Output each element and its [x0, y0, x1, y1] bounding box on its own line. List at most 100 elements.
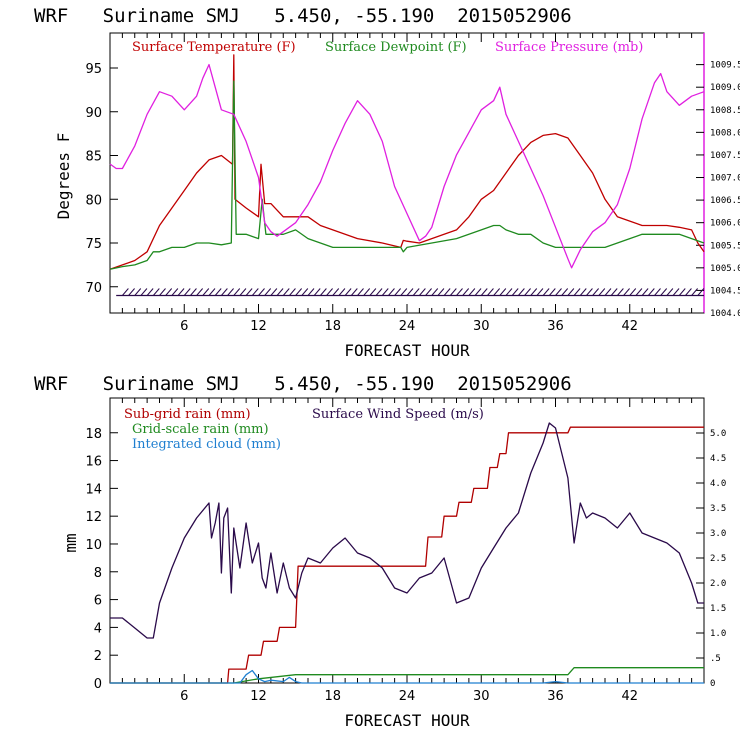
- wind-barb: [357, 288, 364, 296]
- c2-y2-tick-label: 4.0: [710, 479, 726, 489]
- wind-barb: [666, 288, 674, 296]
- c1-y2-tick-label: 1004.0: [710, 309, 740, 319]
- c1-series-surface-pressure-mb: [109, 63, 705, 269]
- wind-barb: [579, 288, 587, 296]
- chart1-title: WRF Suriname SMJ 5.450, -55.190 20150529…: [34, 5, 572, 27]
- c2-x-tick-label: 36: [547, 689, 564, 704]
- wind-barb: [134, 288, 142, 296]
- wind-barb: [140, 288, 148, 296]
- wind-barb: [289, 288, 296, 296]
- chart1-x-axis-label: FORECAST HOUR: [344, 341, 470, 360]
- c1-x-tick-label: 24: [399, 319, 416, 334]
- wind-barb: [326, 288, 333, 296]
- c1-x-tick-label: 18: [324, 319, 341, 334]
- wind-barb: [338, 288, 346, 296]
- wind-barb: [487, 288, 494, 296]
- wind-barb: [592, 288, 600, 296]
- wind-barb: [536, 288, 544, 296]
- c1-y2-tick-label: 1007.0: [710, 174, 740, 184]
- c1-y-tick-label: 90: [85, 106, 102, 121]
- wind-barb: [344, 288, 352, 296]
- wind-barb: [425, 288, 432, 296]
- wind-barb: [567, 288, 575, 296]
- wind-barb: [499, 288, 507, 296]
- wind-barb: [598, 288, 606, 296]
- c2-y2-tick-label: 2.0: [710, 579, 726, 589]
- wind-barb: [530, 288, 538, 296]
- wind-barb: [610, 288, 618, 296]
- wind-barb: [332, 288, 340, 296]
- c2-x-tick-label: 42: [621, 689, 638, 704]
- c2-y-tick-label: 0: [94, 677, 102, 692]
- c2-x-tick-label: 12: [250, 689, 267, 704]
- wind-barb: [301, 288, 309, 296]
- wind-barb: [641, 288, 649, 296]
- wind-barb: [276, 288, 284, 296]
- c1-plot-frame: [109, 32, 705, 314]
- c1-y-tick-label: 80: [85, 193, 102, 208]
- wind-barb: [152, 288, 160, 296]
- wind-barb: [245, 288, 253, 296]
- c2-x-tick-label: 6: [180, 689, 188, 704]
- wind-barb: [307, 288, 315, 296]
- c1-x-tick-label: 42: [621, 319, 638, 334]
- c1-x-tick-label: 30: [473, 319, 490, 334]
- c1-y2-tick-label: 1006.5: [710, 196, 740, 206]
- c2-y-tick-label: 2: [94, 649, 102, 664]
- wind-barb: [282, 288, 290, 296]
- wind-barb: [629, 288, 637, 296]
- c2-y-tick-label: 18: [85, 427, 102, 442]
- wind-barb: [573, 288, 581, 296]
- c1-y2-tick-label: 1009.5: [710, 61, 740, 71]
- wind-barb: [437, 288, 445, 296]
- wind-barb: [177, 288, 185, 296]
- c1-y2-tick-label: 1004.5: [710, 286, 740, 296]
- wind-barb: [208, 288, 216, 296]
- legend-integrated-cloud: Integrated cloud (mm): [132, 437, 281, 452]
- c2-y-tick-label: 10: [85, 538, 102, 553]
- wind-barb: [418, 288, 426, 296]
- wind-barb: [295, 288, 303, 296]
- wind-barb: [635, 288, 643, 296]
- c1-series-surface-dewpoint-f: [109, 80, 705, 270]
- wind-barb: [406, 288, 414, 296]
- wind-barb: [190, 288, 197, 296]
- wind-barb: [121, 288, 129, 296]
- wind-barb: [660, 288, 668, 296]
- wind-barb: [196, 288, 204, 296]
- c2-y2-tick-label: 0: [710, 679, 715, 689]
- wind-barb: [524, 288, 531, 296]
- chart1-y-axis-label: Degrees F: [54, 133, 73, 220]
- c1-x-tick-label: 36: [547, 319, 564, 334]
- wind-barb: [214, 288, 222, 296]
- wind-barb: [239, 288, 247, 296]
- wind-barb: [220, 288, 228, 296]
- wind-barb: [548, 288, 556, 296]
- wind-barb: [672, 288, 680, 296]
- wind-barb: [146, 288, 154, 296]
- c1-series-surface-temperature-f: [109, 54, 705, 270]
- wind-barb: [319, 288, 327, 296]
- c2-y-tick-label: 6: [94, 594, 102, 609]
- c1-y2-tick-label: 1007.5: [710, 151, 740, 161]
- wind-barb: [171, 288, 179, 296]
- wind-barb: [369, 288, 377, 296]
- wind-barb: [511, 288, 519, 296]
- c1-y2-tick-label: 1008.0: [710, 128, 740, 138]
- c2-y2-tick-label: 1.5: [710, 604, 726, 614]
- wind-barb: [456, 288, 463, 296]
- chart2-x-axis-label: FORECAST HOUR: [344, 711, 470, 730]
- wind-barb: [431, 288, 439, 296]
- chart2-title: WRF Suriname SMJ 5.450, -55.190 20150529…: [34, 373, 572, 395]
- wind-barb: [474, 288, 482, 296]
- wind-barb: [165, 288, 173, 296]
- wind-barb: [462, 288, 470, 296]
- wind-barb: [159, 288, 166, 296]
- wind-barb: [555, 288, 562, 296]
- c1-y-tick-label: 85: [85, 150, 102, 165]
- c2-x-tick-label: 30: [473, 689, 490, 704]
- c1-y2-tick-label: 1005.5: [710, 241, 740, 251]
- c2-y2-tick-label: 1.0: [710, 629, 726, 639]
- c1-y2-tick-label: 1008.5: [710, 106, 740, 116]
- wind-barb: [202, 288, 210, 296]
